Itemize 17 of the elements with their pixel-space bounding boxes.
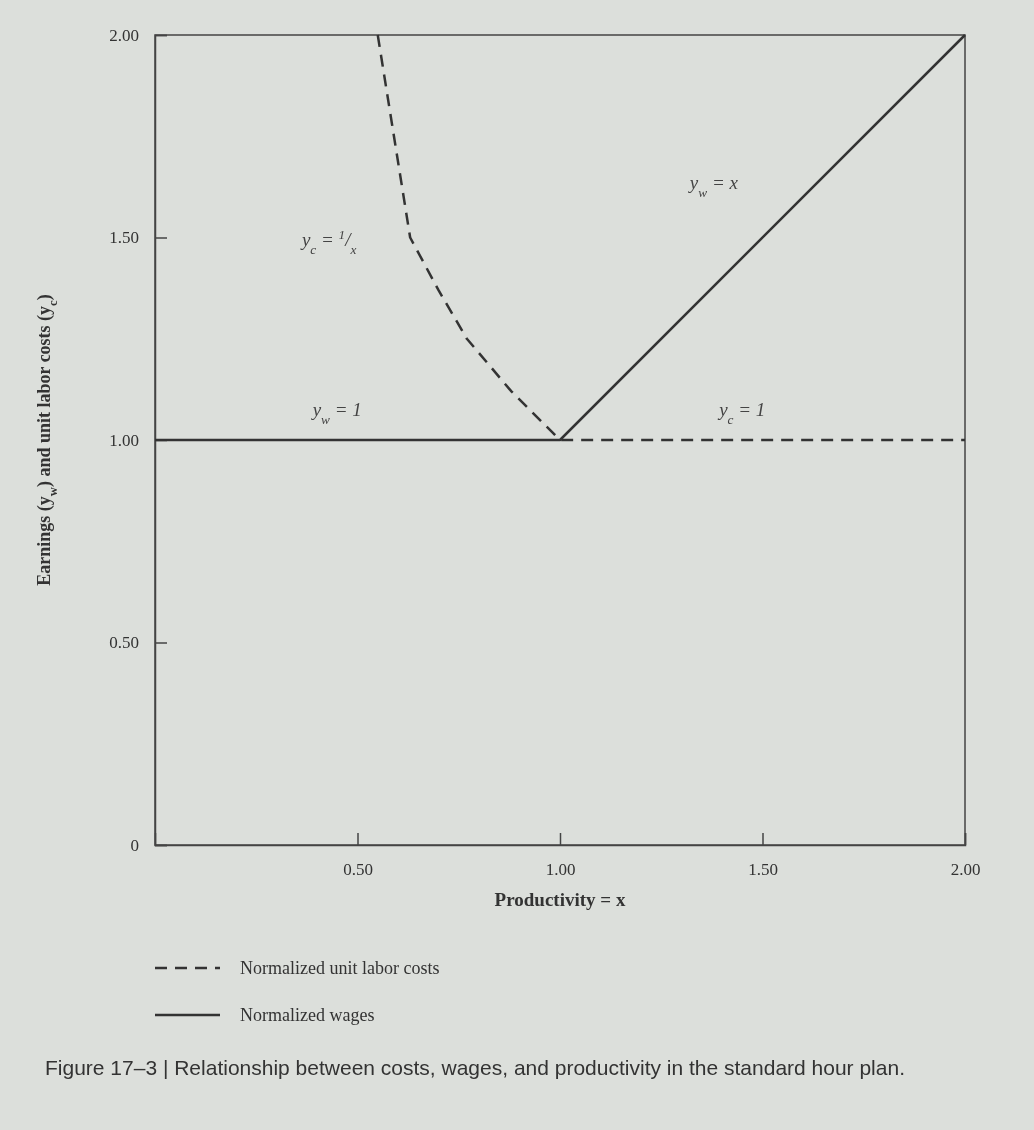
x-tick-label: 0.50	[343, 860, 373, 880]
annotation: y$_{w}$ = 1	[310, 398, 362, 427]
y-tick-label: 0	[130, 835, 139, 855]
legend-label: Normalized unit labor costs	[240, 958, 440, 979]
annotation: y$_{w}$ = x	[687, 171, 739, 200]
annotation: y$_{c}$ = 1	[717, 398, 766, 427]
annotation: y$_{c}$ = $^{1}$/$_{x}$	[299, 226, 357, 257]
x-tick-label: 1.00	[545, 860, 576, 880]
x-axis-title: Productivity = x	[494, 889, 626, 910]
x-tick-label: 1.50	[748, 860, 778, 880]
legend-label: Normalized wages	[240, 1005, 375, 1026]
y-tick-label: 1.00	[109, 430, 139, 450]
x-tick-label: 2.00	[950, 860, 981, 880]
text: Figure 17–3 | Relationship between costs, wages, and productivity in the standard hour plan.	[45, 1056, 905, 1079]
y-tick-label: 1.50	[109, 228, 139, 248]
y-tick-label: 2.00	[109, 25, 139, 45]
y-tick-label: 0.50	[109, 633, 139, 653]
